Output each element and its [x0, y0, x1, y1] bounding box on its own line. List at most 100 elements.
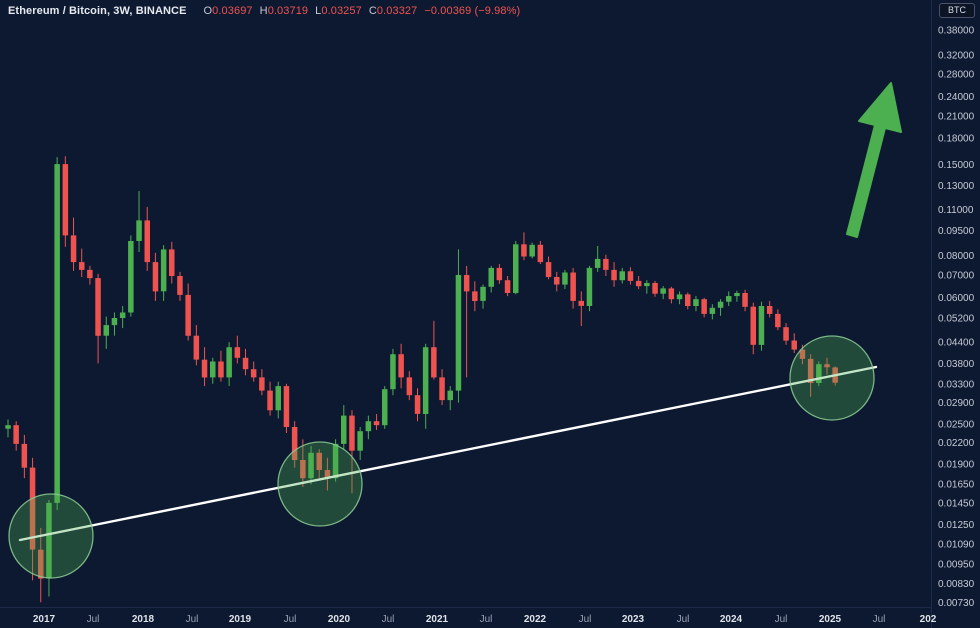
candle [463, 265, 470, 378]
candle-body [545, 262, 552, 277]
candle-body [644, 283, 650, 287]
candle [382, 386, 388, 429]
candle [439, 369, 445, 406]
candle-body [603, 258, 609, 270]
price-axis-label: 0.03300 [938, 379, 975, 390]
candle-body [455, 275, 462, 391]
time-axis-label: Jul [873, 614, 886, 625]
candle [365, 415, 372, 440]
candle-body [242, 357, 249, 370]
candle-body [349, 415, 355, 451]
candle-body [38, 549, 44, 579]
candle [218, 350, 224, 382]
candle-body [152, 262, 159, 292]
candle [611, 262, 617, 287]
price-axis-label: 0.02900 [938, 398, 975, 409]
symbol-legend: Ethereum / Bitcoin, 3W, BINANCE O0.03697 H… [8, 5, 520, 18]
candle-body [660, 288, 666, 294]
price-axis-label: 0.01090 [938, 540, 975, 551]
candle-body [726, 296, 732, 302]
candle [562, 269, 568, 290]
highlight-circle[interactable] [8, 493, 94, 579]
candle-body [562, 272, 568, 285]
time-axis-label: 2020 [328, 614, 351, 625]
candle-body [676, 294, 683, 300]
up-arrow[interactable] [846, 82, 902, 238]
symbol-title[interactable]: Ethereum / Bitcoin, 3W, BINANCE [8, 5, 187, 17]
candle-body [627, 271, 634, 281]
candle-body [799, 349, 806, 359]
candle-body [160, 249, 167, 292]
candle-body [332, 443, 339, 479]
currency-unit-button[interactable]: BTC [939, 3, 975, 18]
candle-body [611, 269, 617, 281]
candle [791, 333, 797, 354]
time-scale[interactable]: 2017 Jul 2018 Jul 2019 Jul 2020 Jul 2021 Jul 2022 J… [33, 614, 937, 625]
candle-body [701, 299, 707, 314]
highlight-circle[interactable] [277, 441, 363, 527]
candle-body [504, 280, 511, 293]
price-axis-label: 0.04400 [938, 338, 975, 349]
price-axis-label: 0.18000 [938, 134, 975, 145]
support-trendline[interactable] [18, 365, 878, 542]
candle-body [496, 267, 503, 281]
candle [5, 419, 11, 438]
candle-body [816, 364, 822, 383]
candle-body [144, 220, 150, 263]
candle [103, 316, 109, 349]
candle [685, 292, 691, 310]
candle-body [267, 390, 273, 411]
candle-body [365, 421, 372, 432]
candle-body [103, 325, 109, 336]
candle-body [119, 312, 126, 318]
highlight-circle[interactable] [789, 335, 875, 421]
candle-body [87, 269, 93, 279]
open-label: O [203, 5, 213, 17]
candle-body [21, 443, 28, 468]
price-axis-label: 0.01900 [938, 459, 975, 470]
candle-body [275, 386, 281, 411]
candle-body [463, 275, 470, 292]
candle-body [775, 313, 781, 328]
candle-body [480, 286, 486, 301]
candle [676, 291, 683, 305]
price-axis-label: 0.02500 [938, 420, 975, 431]
candle [201, 347, 208, 387]
candle-body [62, 164, 69, 236]
price-scale[interactable]: 0.38000 0.32000 0.28000 0.24000 0.21000 0.180… [938, 26, 975, 609]
candle-body [70, 235, 77, 263]
candle [521, 232, 527, 261]
time-axis-label: Jul [186, 614, 199, 625]
candle-body [373, 421, 380, 426]
candle-body [234, 347, 241, 358]
candle [185, 283, 191, 341]
candle-body [488, 267, 494, 287]
price-axis-label: 0.00730 [938, 598, 975, 609]
price-axis-label: 0.08000 [938, 251, 975, 262]
candle [119, 306, 126, 329]
candle [824, 357, 830, 375]
price-axis-label: 0.28000 [938, 70, 975, 81]
candle [128, 235, 134, 317]
candle [234, 335, 241, 364]
candle [95, 273, 101, 364]
time-axis-label: 2021 [426, 614, 449, 625]
candle [87, 265, 93, 285]
candle [816, 361, 822, 387]
candle [300, 439, 306, 487]
candle [766, 300, 773, 318]
candle-body [308, 452, 314, 479]
candle-body [668, 288, 675, 300]
candle-body [283, 386, 290, 427]
candle-body [619, 271, 625, 281]
candle-body [652, 283, 658, 294]
high-value: 0.03719 [267, 5, 309, 17]
candle-body [570, 272, 576, 301]
candle [701, 297, 707, 318]
time-axis-label: 2023 [622, 614, 645, 625]
candle-body [193, 335, 200, 360]
price-axis-label: 0.32000 [938, 50, 975, 61]
candle [349, 410, 355, 494]
